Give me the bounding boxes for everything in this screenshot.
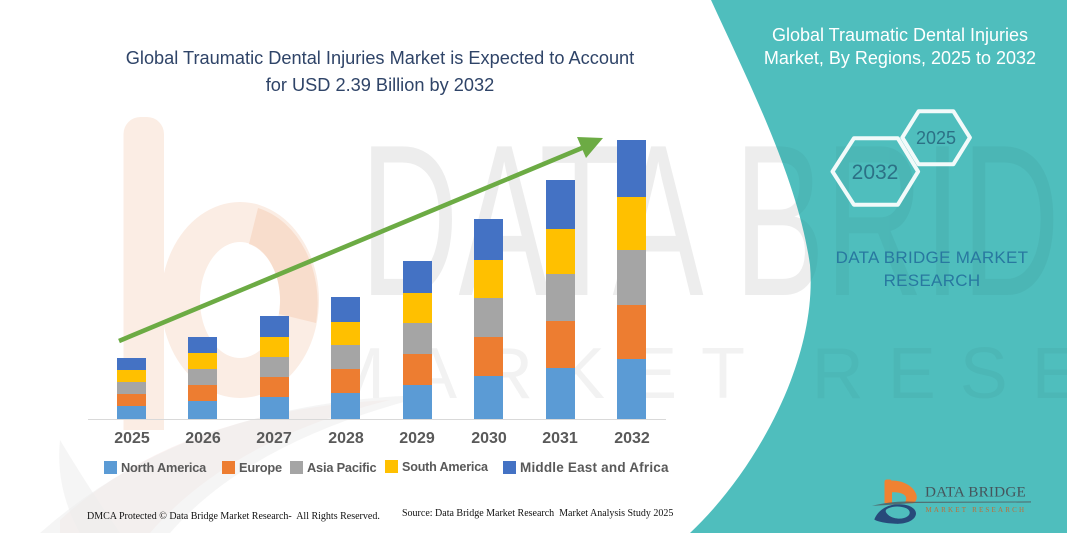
svg-text:2032: 2032: [852, 161, 899, 184]
svg-text:DATA BRIDGE: DATA BRIDGE: [925, 484, 1026, 501]
svg-text:MARKET RESEARCH: MARKET RESEARCH: [926, 506, 1027, 514]
svg-text:2025: 2025: [916, 128, 956, 148]
